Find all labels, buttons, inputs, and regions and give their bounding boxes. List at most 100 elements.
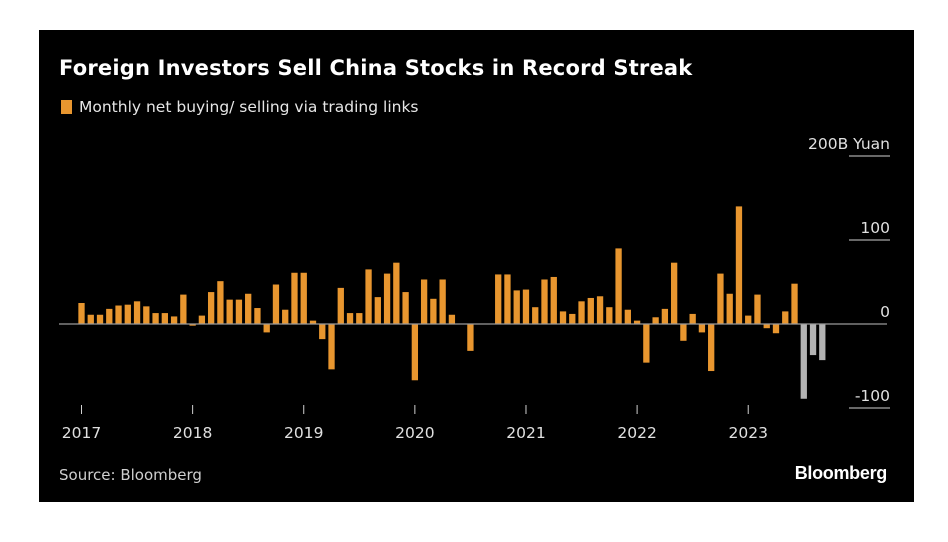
bar — [254, 308, 261, 324]
source-note: Source: Bloomberg — [59, 466, 202, 484]
bar — [541, 279, 548, 324]
bar — [624, 309, 631, 324]
bar — [402, 292, 409, 324]
x-tick-label: 2019 — [284, 424, 323, 442]
x-tick-label: 2017 — [62, 424, 101, 442]
bar — [689, 313, 696, 324]
bar — [735, 206, 743, 324]
bar — [87, 314, 94, 324]
bar — [670, 262, 678, 324]
bar — [559, 311, 567, 324]
bar — [717, 273, 724, 324]
bar — [374, 297, 381, 324]
bar-chart: 2017 2018 2019 2020 2021 2022 2023 200B Yuan 10… — [59, 135, 890, 442]
bar — [356, 313, 363, 324]
bar — [198, 315, 206, 324]
bar — [217, 281, 224, 324]
bar — [337, 287, 344, 324]
y-tick-label: -100 — [855, 387, 890, 405]
bar — [550, 276, 557, 324]
bar — [346, 313, 354, 324]
bar — [448, 314, 456, 324]
bar — [383, 273, 391, 324]
bar — [615, 248, 622, 324]
bar — [763, 324, 770, 329]
bar — [365, 269, 372, 324]
bar — [643, 324, 650, 363]
bar — [819, 324, 826, 361]
x-tick-label: 2022 — [617, 424, 656, 442]
bar — [809, 324, 817, 356]
y-tick-label: 100 — [860, 219, 890, 237]
bar — [319, 324, 326, 340]
bar — [328, 324, 335, 370]
bar — [698, 324, 706, 333]
bar — [282, 309, 289, 324]
bar — [578, 301, 585, 324]
bar — [161, 313, 168, 324]
bar — [680, 324, 687, 341]
x-tick-label: 2021 — [506, 424, 545, 442]
bar — [106, 308, 113, 324]
x-axis: 2017 2018 2019 2020 2021 2022 2023 — [62, 405, 768, 442]
y-gridlines — [849, 155, 890, 409]
bar — [393, 262, 400, 324]
y-tick-label: 0 — [880, 303, 890, 321]
y-tick-label: 200B Yuan — [808, 135, 890, 153]
bar — [587, 297, 594, 324]
bar — [300, 272, 307, 324]
bar — [726, 293, 733, 324]
bar — [596, 296, 604, 324]
bar — [606, 307, 613, 324]
bar — [420, 279, 428, 324]
bar — [661, 308, 669, 324]
bar — [96, 314, 104, 324]
bar — [78, 303, 85, 324]
bar — [495, 274, 502, 324]
bar — [633, 320, 641, 324]
bar — [569, 313, 576, 324]
chart-title: Foreign Investors Sell China Stocks in R… — [59, 56, 693, 80]
bar — [189, 324, 196, 326]
bar — [143, 306, 150, 324]
bar — [800, 324, 807, 399]
bar — [245, 293, 252, 324]
bar — [652, 317, 659, 324]
bar — [272, 284, 280, 324]
bar — [235, 299, 243, 324]
bar — [309, 320, 317, 324]
bar — [522, 289, 530, 324]
bar — [411, 324, 419, 381]
legend-label: Monthly net buying/ selling via trading … — [79, 98, 419, 116]
chart-panel: Foreign Investors Sell China Stocks in R… — [39, 30, 914, 502]
bar — [430, 298, 437, 324]
bar — [291, 272, 298, 324]
bloomberg-logo: Bloomberg — [794, 463, 888, 483]
bar — [124, 304, 131, 324]
bar — [754, 294, 761, 324]
bar — [180, 294, 187, 324]
bar — [439, 279, 446, 324]
bar — [115, 305, 122, 324]
bar — [504, 274, 511, 324]
legend-swatch — [61, 100, 72, 114]
bar — [532, 307, 539, 324]
y-axis: 200B Yuan 100 0 -100 — [808, 135, 890, 405]
bar — [782, 311, 789, 324]
bar — [170, 316, 178, 324]
bar — [772, 324, 780, 334]
x-tick-label: 2020 — [395, 424, 434, 442]
bar — [791, 283, 798, 324]
bar — [207, 292, 215, 324]
x-tick-label: 2018 — [173, 424, 212, 442]
x-tick-label: 2023 — [728, 424, 767, 442]
bar — [133, 301, 141, 324]
bars — [78, 206, 826, 399]
bar — [745, 315, 752, 324]
bar — [226, 299, 233, 324]
bar — [152, 313, 159, 324]
bar — [467, 324, 474, 351]
bar — [263, 324, 270, 333]
legend: Monthly net buying/ selling via trading … — [61, 98, 419, 116]
bar — [708, 324, 715, 372]
